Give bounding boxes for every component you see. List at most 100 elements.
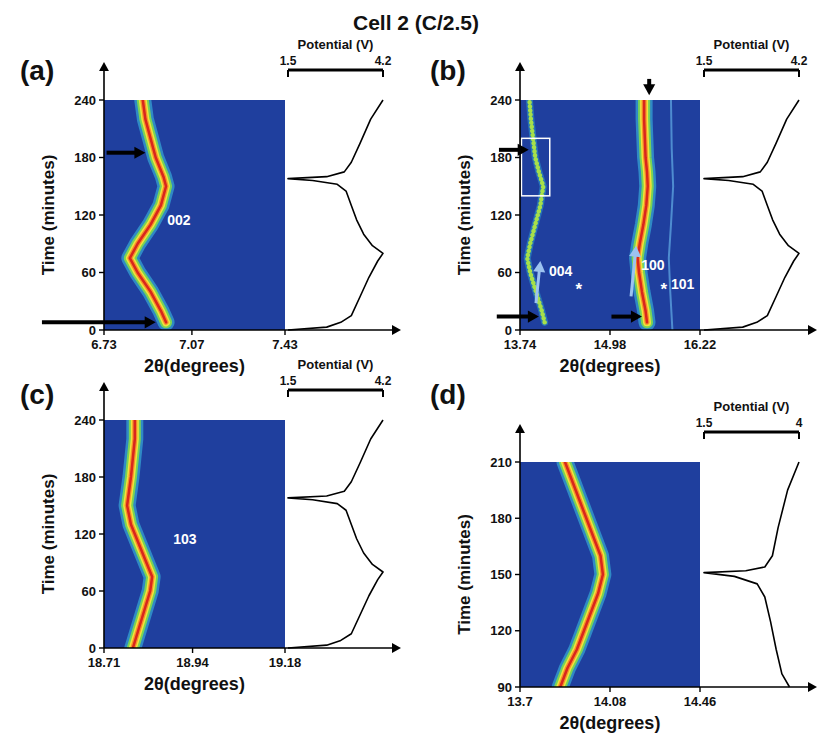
x-tick <box>191 330 192 335</box>
figure: Cell 2 (C/2.5)(a)0020601201802406.737.07… <box>0 0 832 748</box>
x-axis-head <box>392 643 401 653</box>
y-axis <box>515 62 525 330</box>
x-axis-shaft <box>104 647 393 649</box>
x-tick <box>699 330 700 335</box>
y-tick <box>99 476 104 477</box>
y-tick-label: 180 <box>490 511 512 526</box>
y-tick <box>515 461 520 462</box>
ridge-glow <box>560 462 603 687</box>
ridge-glow <box>127 420 152 648</box>
potential-tick-label: 4.2 <box>375 374 392 388</box>
y-tick <box>99 533 104 534</box>
peak-label: 100 <box>641 257 665 273</box>
peak-label: 103 <box>173 531 197 547</box>
y-tick-label: 210 <box>490 455 512 470</box>
y-tick <box>515 630 520 631</box>
peak-label: 002 <box>167 212 191 228</box>
potential-tick <box>703 432 705 439</box>
ridge-glow <box>638 100 648 322</box>
ridge-glow <box>560 462 603 687</box>
arrow <box>497 311 539 323</box>
y-tick <box>515 574 520 575</box>
x-axis-title: 2θ(degrees) <box>144 356 245 376</box>
ridge <box>560 462 603 687</box>
x-axis-title: 2θ(degrees) <box>560 713 661 733</box>
y-axis <box>99 62 109 330</box>
x-tick <box>103 648 104 653</box>
x-axis <box>104 325 401 335</box>
y-tick-label: 60 <box>498 265 512 280</box>
y-tick <box>99 419 104 420</box>
potential-tick <box>703 70 705 77</box>
x-tick-label: 6.73 <box>91 337 116 352</box>
x-tick-label: 18.71 <box>88 655 121 670</box>
potential-tick <box>287 390 289 397</box>
arrow <box>533 261 545 303</box>
y-tick-label: 0 <box>89 323 96 338</box>
x-axis <box>520 682 817 692</box>
y-tick <box>99 329 104 330</box>
y-tick-label: 240 <box>74 413 96 428</box>
arrow-head <box>533 261 545 273</box>
y-tick-label: 120 <box>490 208 512 223</box>
arrow-head <box>134 147 145 159</box>
arrow-shaft <box>107 151 136 155</box>
x-tick <box>284 330 285 335</box>
y-axis-head <box>99 382 109 391</box>
y-tick-label: 150 <box>490 567 512 582</box>
x-axis <box>520 325 817 335</box>
potential-title: Potential (V) <box>298 357 374 372</box>
x-tick-label: 7.43 <box>272 337 297 352</box>
y-tick <box>515 518 520 519</box>
y-tick-label: 90 <box>498 680 512 695</box>
ridge-glow <box>127 420 152 648</box>
x-axis-head <box>808 325 817 335</box>
panel-letter: (a) <box>20 55 54 86</box>
y-tick-label: 0 <box>89 641 96 656</box>
heatmap-ground <box>520 462 700 687</box>
y-tick <box>99 214 104 215</box>
ridge-glow <box>130 100 166 322</box>
plot-area <box>130 100 166 322</box>
y-axis-title: Time (minutes) <box>39 155 58 276</box>
y-axis-head <box>99 62 109 71</box>
potential-axis <box>288 389 383 392</box>
y-tick <box>99 590 104 591</box>
y-tick <box>515 99 520 100</box>
ridge <box>127 420 152 648</box>
arrow-head <box>528 311 539 323</box>
arrow <box>643 79 655 95</box>
y-tick-label: 0 <box>505 323 512 338</box>
ridge-glow <box>560 462 603 687</box>
potential-tick-label: 4 <box>796 416 803 430</box>
x-tick <box>284 648 285 653</box>
ridge-glow <box>638 100 648 322</box>
y-tick-label: 120 <box>74 208 96 223</box>
page-ground <box>0 0 832 748</box>
potential-tick <box>287 70 289 77</box>
potential-tick-label: 1.5 <box>280 54 297 68</box>
heatmap-ground <box>520 100 700 330</box>
potential-axis <box>288 69 383 72</box>
x-tick-label: 13.7 <box>507 694 532 709</box>
potential-axis <box>704 69 799 72</box>
y-tick <box>99 647 104 648</box>
y-tick-label: 180 <box>490 150 512 165</box>
panel: (a)0020601201802406.737.077.432θ(degrees… <box>20 37 401 376</box>
peak-label: * <box>660 280 667 299</box>
potential-title: Potential (V) <box>714 37 790 52</box>
heatmap-ground <box>104 420 285 648</box>
y-tick-label: 240 <box>74 93 96 108</box>
x-tick-label: 14.46 <box>684 694 717 709</box>
arrow <box>42 316 156 328</box>
x-tick-label: 14.08 <box>594 694 627 709</box>
plot-area <box>127 420 152 648</box>
ridge <box>130 100 166 322</box>
x-tick <box>192 648 193 653</box>
arrow-head <box>631 311 642 323</box>
x-tick <box>519 687 520 692</box>
arrow-head <box>629 246 641 258</box>
potential-tick-label: 1.5 <box>280 374 297 388</box>
ridge <box>638 100 648 322</box>
y-tick <box>515 157 520 158</box>
